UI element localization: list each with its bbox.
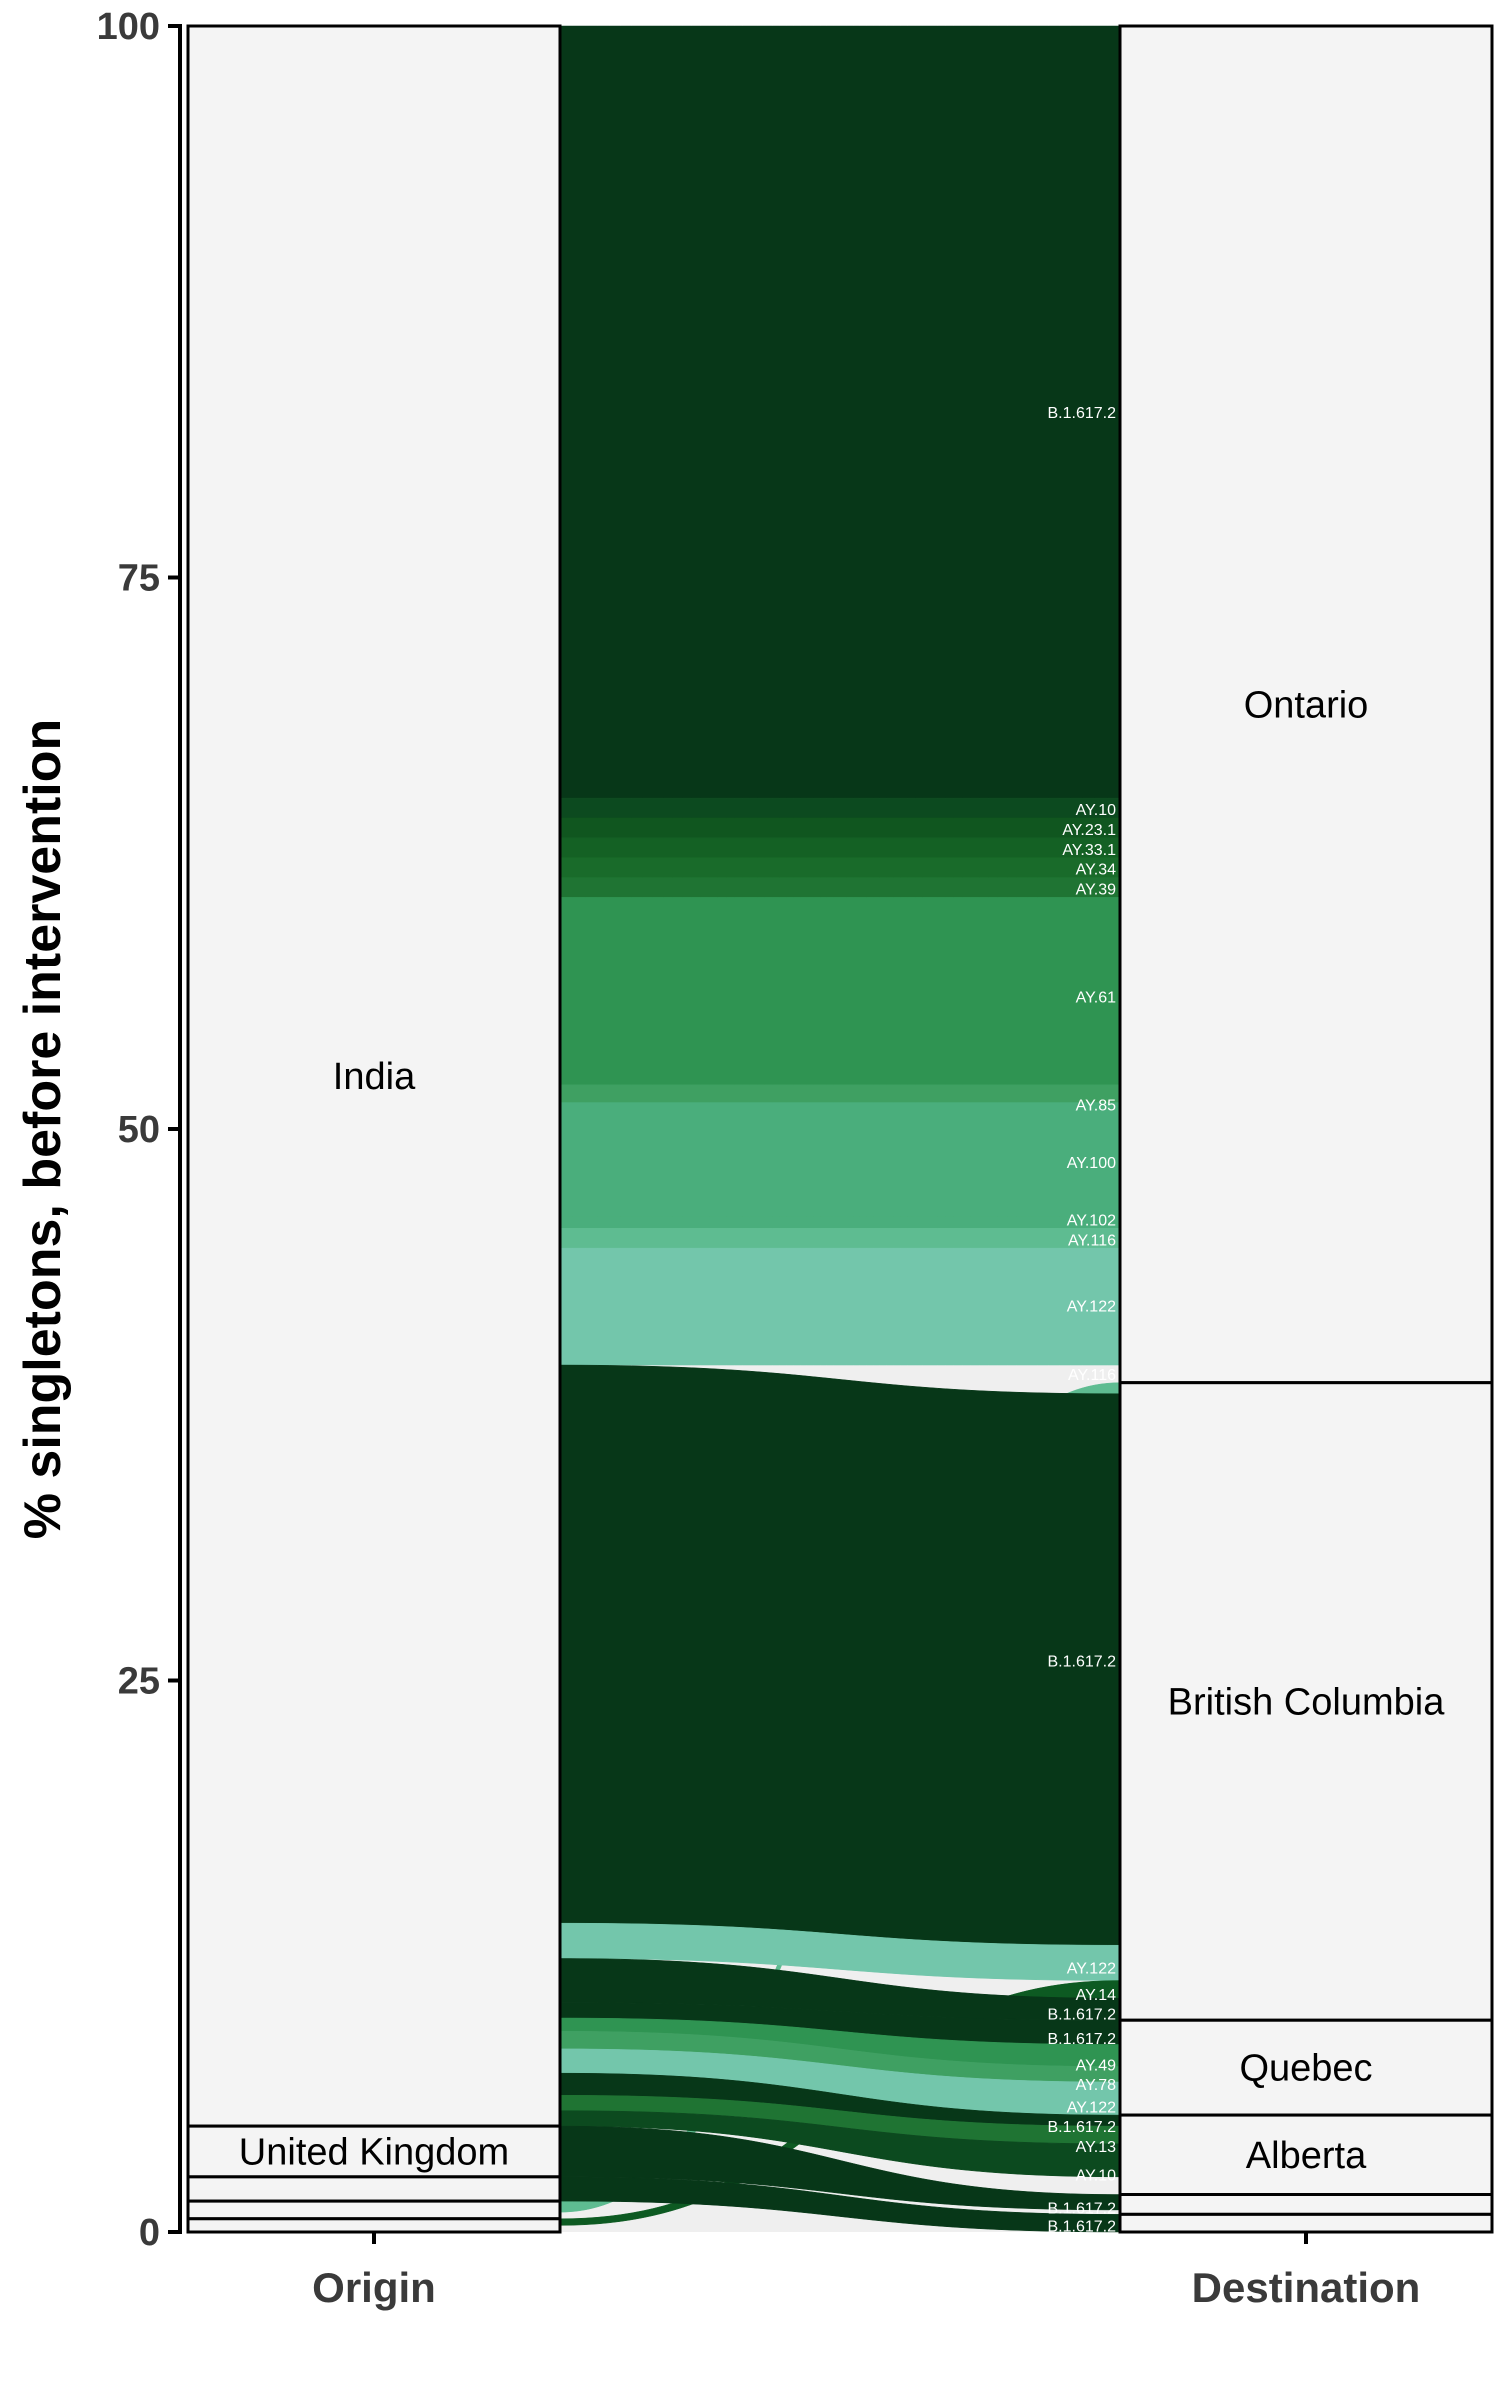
flow-ay-122-11 bbox=[559, 1247, 1121, 1366]
destination-stratum-alberta bbox=[1118, 2113, 1494, 2196]
flow-label-b-1-617-2-24: B.1.617.2 bbox=[1048, 2201, 1117, 2218]
flow-label-ay-78-19: AY.78 bbox=[1076, 2077, 1116, 2094]
destination-stratum-british-columbia bbox=[1118, 1381, 1494, 2022]
flow-label-ay-14-15: AY.14 bbox=[1076, 1987, 1116, 2004]
flow-b-1-617-2-0 bbox=[559, 25, 1121, 799]
flow-label-ay-116-10: AY.116 bbox=[1068, 1232, 1116, 1249]
flow-label-ay-33-1-3: AY.33.1 bbox=[1062, 842, 1116, 859]
flow-label-ay-102-9: AY.102 bbox=[1067, 1212, 1116, 1229]
flows-layer bbox=[559, 25, 1121, 2233]
flow-label-ay-100-8: AY.100 bbox=[1067, 1155, 1116, 1172]
flow-ay-10-1 bbox=[559, 797, 1121, 819]
y-tick-label-100: 100 bbox=[97, 6, 160, 48]
flow-label-b-1-617-2-13: B.1.617.2 bbox=[1048, 1654, 1117, 1671]
flow-label-ay-39-5: AY.39 bbox=[1076, 882, 1116, 899]
flow-label-b-1-617-2-21: B.1.617.2 bbox=[1048, 2119, 1117, 2136]
flow-label-ay-34-4: AY.34 bbox=[1076, 862, 1116, 879]
destination-label-ontario: Ontario bbox=[1244, 684, 1369, 726]
flow-label-b-1-617-2-16: B.1.617.2 bbox=[1048, 2007, 1117, 2024]
destination-stratum-other-4 bbox=[1118, 2192, 1494, 2216]
flow-labels-layer: B.1.617.2 AY.10 AY.23.1 AY.33.1 AY.34 AY.39 AY… bbox=[1048, 405, 1117, 2235]
y-tick-label-50: 50 bbox=[118, 1109, 160, 1151]
flow-ay-100-8 bbox=[559, 1102, 1121, 1218]
flow-label-ay-10-1: AY.10 bbox=[1076, 802, 1116, 819]
flow-ay-85-7 bbox=[559, 1084, 1121, 1103]
flow-label-b-1-617-2-0: B.1.617.2 bbox=[1048, 405, 1117, 422]
flow-label-ay-49-18: AY.49 bbox=[1076, 2057, 1116, 2074]
flow-label-b-1-617-2-17: B.1.617.2 bbox=[1048, 2031, 1117, 2048]
flow-ay-102-9 bbox=[559, 1216, 1121, 1229]
destination-label-alberta: Alberta bbox=[1246, 2135, 1367, 2177]
origin-stratum-other-2 bbox=[186, 2199, 562, 2221]
origin-label-india: India bbox=[333, 1056, 416, 1098]
x-axis-label-destination: Destination bbox=[1192, 2264, 1421, 2311]
y-tick-label-0: 0 bbox=[139, 2212, 160, 2254]
destination-stratum-other-5 bbox=[1118, 2212, 1494, 2234]
flow-ay-34-4 bbox=[559, 857, 1121, 878]
y-tick-label-25: 25 bbox=[118, 1661, 160, 1703]
destination-label-quebec: Quebec bbox=[1239, 2048, 1372, 2090]
x-axis-label-origin: Origin bbox=[312, 2264, 436, 2311]
y-tick-label-75: 75 bbox=[118, 558, 160, 600]
flow-label-ay-61-6: AY.61 bbox=[1076, 990, 1116, 1007]
y-axis: 0 25 50 75 100 bbox=[97, 6, 182, 2254]
flow-label-ay-122-20: AY.122 bbox=[1067, 2099, 1116, 2116]
flow-label-ay-13-22: AY.13 bbox=[1076, 2139, 1116, 2156]
flow-b-1-617-2-13 bbox=[559, 1364, 1121, 1946]
origin-stratum-india bbox=[186, 24, 562, 2128]
origin-label-united-kingdom: United Kingdom bbox=[239, 2131, 509, 2173]
flow-label-ay-122-14: AY.122 bbox=[1067, 1960, 1116, 1977]
flow-ay-39-5 bbox=[559, 877, 1121, 898]
flow-ay-61-6 bbox=[559, 897, 1121, 1086]
flow-ay-116-10 bbox=[559, 1228, 1121, 1249]
flow-label-ay-116-12: AY.116 bbox=[1068, 1367, 1116, 1384]
origin-stratum-united-kingdom bbox=[186, 2124, 562, 2179]
y-axis-title: % singletons, before intervention bbox=[14, 719, 72, 1540]
strata-layer: India United Kingdom Ontario British Columb… bbox=[186, 24, 1494, 2234]
destination-label-british-columbia: British Columbia bbox=[1168, 1681, 1446, 1723]
flow-label-ay-122-11: AY.122 bbox=[1067, 1298, 1116, 1315]
flow-ay-33-1-3 bbox=[559, 837, 1121, 858]
flow-ay-23-1-2 bbox=[559, 817, 1121, 839]
flow-label-ay-85-7: AY.85 bbox=[1076, 1098, 1116, 1115]
x-axis: Origin Destination bbox=[312, 2232, 1420, 2311]
flow-label-ay-10-23: AY.10 bbox=[1076, 2168, 1116, 2185]
destination-stratum-ontario bbox=[1118, 24, 1494, 1385]
destination-stratum-quebec bbox=[1118, 2018, 1494, 2117]
flow-label-ay-23-1-2: AY.23.1 bbox=[1062, 822, 1116, 839]
origin-stratum-other-1 bbox=[186, 2175, 562, 2203]
origin-stratum-other-3 bbox=[186, 2217, 562, 2234]
flow-label-b-1-617-2-25: B.1.617.2 bbox=[1048, 2218, 1117, 2235]
